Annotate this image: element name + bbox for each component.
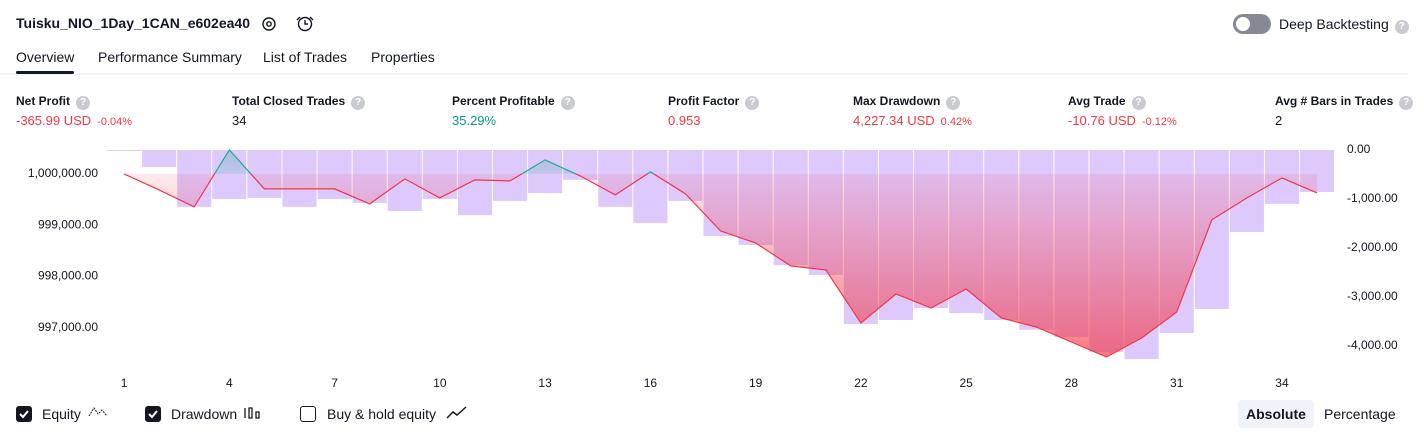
help-icon[interactable]: ? [560,96,575,110]
stat-label: Avg Trade? [1068,94,1146,110]
stat-value-text: 4,227.34 USD [853,113,935,128]
stat-label: Total Closed Trades? [232,94,366,110]
stat-value: -10.76 USD -0.12% [1068,113,1177,128]
stat-value-text: 35.29% [452,113,497,128]
checkbox[interactable] [300,406,316,422]
stat-sub: -0.12% [1141,116,1177,128]
y2-tick-label: -4,000.00 [1347,338,1398,352]
mode-button[interactable]: Percentage [1324,406,1396,422]
legend-icon [244,404,268,427]
help-icon[interactable]: ? [1399,96,1414,110]
legend-icon [446,404,470,427]
toggle-label: Deep Backtesting? [1279,16,1409,34]
y-tick-label: 997,000.00 [38,320,98,334]
legend-glyph [446,406,467,419]
stat-label: Net Profit? [16,94,90,110]
check-mark [148,410,158,419]
stat-label: Profit Factor? [668,94,760,110]
x-tick-label: 4 [226,376,233,390]
y2-tick-label: -1,000.00 [1347,191,1398,205]
tab[interactable]: Performance Summary [98,49,242,65]
active-tab-indicator [16,71,74,74]
x-tick-label: 1 [121,376,128,390]
stat-value-text: -10.76 USD [1068,113,1136,128]
x-tick-label: 7 [331,376,338,390]
deep-backtesting-toggle[interactable] [1233,14,1271,34]
x-tick-label: 13 [538,376,552,390]
chart: 1,000,000.00 999,000.00 998,000.00 997,000.… [28,142,1398,390]
stat-value: 4,227.34 USD 0.42% [853,113,972,128]
x-tick-label: 25 [959,376,973,390]
tab-divider [0,73,1408,75]
x-tick-label: 28 [1065,376,1079,390]
x-tick-label: 10 [433,376,447,390]
header-icons [262,16,314,32]
y-tick-label: 1,000,000.00 [28,166,98,180]
stat-sub: 0.42% [940,116,972,128]
help-icon[interactable]: ? [745,96,760,110]
y2-tick-label: -2,000.00 [1347,240,1398,254]
check-mark [19,410,29,419]
mode-button[interactable]: Absolute [1238,400,1314,428]
stat-value-text: -365.99 USD [16,113,92,128]
stat-value: 34 [232,113,246,128]
stat-value: 35.29% [452,113,496,128]
settings-icon[interactable] [262,17,276,31]
stat-label-text: Avg # Bars in Trades [1275,94,1394,108]
stat-label: Percent Profitable? [452,94,575,110]
stat-label-text: Max Drawdown [853,94,941,108]
tab[interactable]: Properties [371,49,435,65]
drawdown-bar [633,149,668,224]
tab[interactable]: Overview [16,49,75,65]
stat-value: -365.99 USD -0.04% [16,113,132,128]
equity-line [123,148,1318,358]
stat-value-text: 34 [232,113,247,128]
stat-label-text: Percent Profitable [452,94,555,108]
stat-value: 2 [1275,113,1282,128]
add-alert-icon[interactable] [296,16,314,32]
stat-value: 0.953 [668,113,701,128]
legend-label: Equity [42,406,81,422]
x-tick-label: 34 [1275,376,1289,390]
stat-label: Max Drawdown? [853,94,961,110]
stat-label: Avg # Bars in Trades? [1275,94,1414,110]
checkbox[interactable] [145,406,161,422]
tab[interactable]: List of Trades [263,49,348,65]
legend-icon [88,404,112,427]
x-tick-label: 31 [1170,376,1184,390]
legend-label: Buy & hold equity [327,406,436,422]
x-tick-label: 16 [644,376,658,390]
y-tick-label: 998,000.00 [38,269,98,283]
checkbox[interactable] [16,406,32,422]
help-icon[interactable]: ? [946,96,961,110]
help-icon[interactable]: ? [76,96,90,110]
drawdown-bar [142,149,177,168]
y2-tick-label: -3,000.00 [1347,289,1398,303]
y2-tick-label: 0.00 [1347,142,1371,156]
strategy-title: Tuisku_NIO_1Day_1CAN_e602ea40 [16,15,250,31]
y-tick-label: 999,000.00 [38,217,98,231]
stat-label-text: Profit Factor [668,94,740,108]
help-icon[interactable]: ? [1131,96,1146,110]
stat-sub: -0.04% [97,116,133,128]
legend-glyph [244,407,260,419]
x-tick-label: 22 [854,376,868,390]
drawdown-bar [107,149,142,151]
help-icon[interactable]: ? [351,96,366,110]
stat-label-text: Total Closed Trades [232,94,346,108]
stat-value-text: 2 [1275,113,1283,128]
x-tick-label: 19 [749,376,763,390]
toggle-text: Deep Backtesting [1279,16,1389,32]
stat-label-text: Net Profit [16,94,70,108]
help-icon[interactable]: ? [1394,20,1409,34]
legend-glyph [88,407,108,417]
legend-label: Drawdown [171,406,238,422]
equity-area [124,149,1318,357]
stat-label-text: Avg Trade [1068,94,1126,108]
stat-value-text: 0.953 [668,113,701,128]
